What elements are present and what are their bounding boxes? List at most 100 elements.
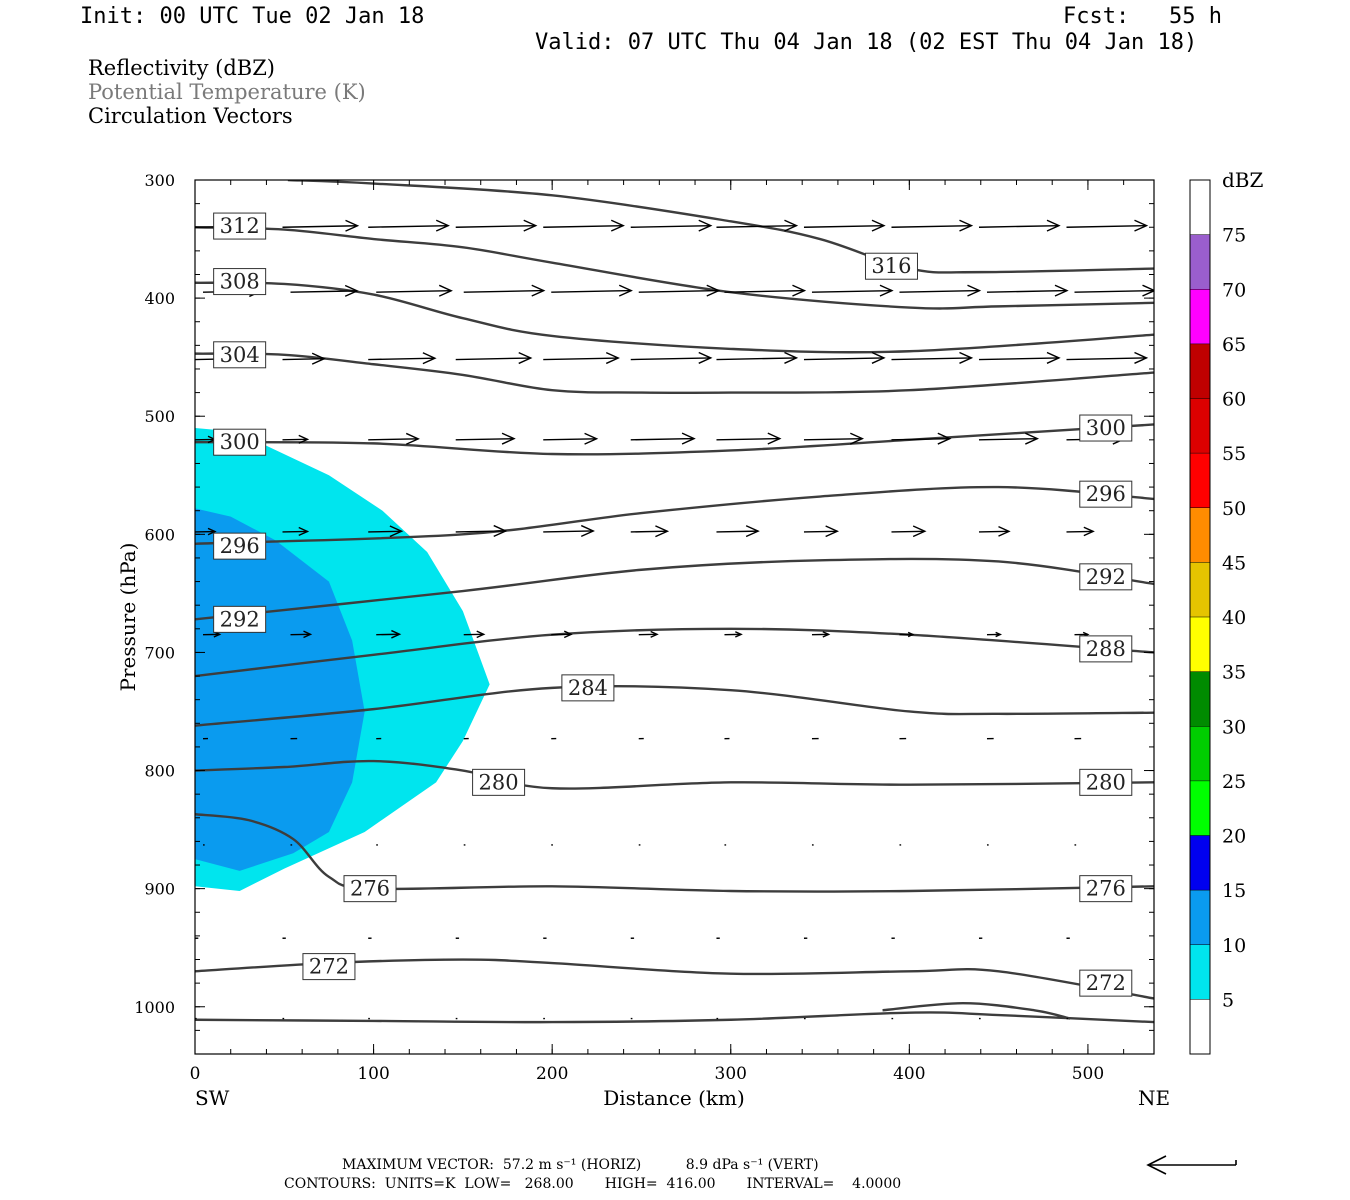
vector-head (523, 219, 538, 232)
vector-shaft (543, 224, 624, 228)
circulation-vector (543, 351, 620, 365)
circulation-vector (638, 284, 721, 297)
theta-label-box (213, 212, 267, 240)
x-tick-label: 300 (715, 1064, 747, 1084)
theta-label-text: 276 (1086, 877, 1126, 901)
vector-head (303, 630, 313, 639)
y-tick-label: 900 (144, 880, 175, 899)
vector-shaft (455, 224, 536, 228)
colorbar: 5 10 15 20 25 30 35 40 45 50 55 60 65 70 75 (1189, 179, 1246, 1055)
theta-label-box (1079, 635, 1133, 663)
theta-label-box (1079, 414, 1133, 442)
x-tick-label: 400 (893, 1064, 925, 1084)
sw-label: SW (195, 1086, 230, 1110)
circulation-vector (1074, 284, 1154, 297)
vector-head (298, 526, 310, 537)
vector-head (907, 631, 915, 638)
theta-label-text: 272 (309, 955, 349, 979)
circulation-vector (463, 630, 486, 639)
colorbar-level-label: 10 (1222, 935, 1246, 957)
theta-contour-line (195, 557, 1154, 621)
circulation-vector (891, 525, 927, 538)
theta-label-box (1079, 563, 1133, 591)
init-time: Init: 00 UTC Tue 02 Jan 18 (80, 4, 425, 29)
colorbar-swatch (1190, 671, 1210, 727)
vector-head (937, 432, 952, 445)
vector-shaft (282, 357, 325, 361)
circulation-vectors (195, 219, 1154, 1020)
legend-potential-temperature: Potential Temperature (K) (88, 80, 366, 104)
vector-head (1046, 351, 1061, 364)
theta-label-box (1079, 768, 1133, 796)
circulation-vector (630, 351, 713, 364)
vector-shaft (803, 437, 863, 441)
vector-head (698, 219, 713, 232)
theta-label-box (1079, 875, 1133, 903)
theta-contour-label: 280 (1079, 768, 1133, 796)
vector-head (1083, 526, 1095, 537)
circulation-vector (195, 527, 217, 536)
vector-shaft (1066, 224, 1147, 228)
theta-label-text: 296 (1086, 482, 1126, 506)
circulation-vector (891, 351, 974, 364)
vector-shaft (638, 289, 719, 293)
theta-label-text: 276 (350, 877, 390, 901)
vector-head (959, 351, 974, 364)
theta-contour-label: 312 (213, 212, 267, 240)
y-tick-label: 600 (144, 525, 175, 544)
theta-label-text: 292 (1086, 565, 1126, 589)
vector-head (706, 284, 721, 297)
theta-label-box (1079, 480, 1133, 508)
vector-head (1134, 351, 1149, 364)
colorbar-level-label: 55 (1222, 443, 1246, 465)
vector-head (563, 630, 573, 639)
vector-head (605, 351, 620, 365)
colorbar-swatch (1190, 617, 1210, 672)
vector-head (389, 525, 404, 538)
theta-contour-label: 292 (1079, 563, 1133, 591)
vector-head (879, 284, 894, 297)
circulation-vector (543, 524, 595, 538)
theta-label-box (213, 605, 267, 633)
vector-head (435, 219, 450, 232)
vector-head (580, 524, 595, 538)
vector-shaft (1153, 531, 1154, 532)
vector-head (298, 434, 310, 444)
circulation-vector (986, 284, 1069, 297)
vector-shaft (803, 357, 884, 361)
vector-shaft (716, 437, 780, 441)
vector-head (871, 219, 886, 232)
vector-shaft (891, 530, 925, 533)
vector-head (735, 631, 743, 638)
vector-shaft (986, 289, 1068, 293)
theta-contour-label: 280 (472, 768, 526, 796)
vector-head (531, 284, 546, 297)
vector-head (438, 284, 453, 297)
vector-head (1046, 219, 1061, 232)
plot-frame (194, 179, 1155, 1055)
vector-head (344, 284, 359, 297)
vector-head (871, 351, 886, 364)
colorbar-level-label: 50 (1222, 498, 1246, 520)
vector-shaft (1066, 357, 1147, 361)
colorbar-swatch (1190, 562, 1210, 617)
theta-contour-label: 272 (302, 953, 356, 981)
y-tick-label: 300 (144, 171, 175, 190)
vector-head (476, 630, 486, 639)
y-tick-label: 400 (144, 289, 175, 308)
vector-head (767, 432, 782, 445)
vector-head (1134, 219, 1149, 232)
vector-head (825, 525, 840, 538)
reflectivity-10dbz-area (195, 508, 365, 871)
theta-label-text: 316 (871, 254, 911, 278)
theta-label-text: 304 (220, 343, 260, 367)
colorbar-swatch (1190, 234, 1210, 290)
theta-label-box (864, 252, 918, 280)
vector-shaft (724, 289, 805, 293)
theta-label-text: 308 (220, 270, 260, 294)
theta-contour-label: 276 (1079, 875, 1133, 903)
theta-contour-label: 272 (1079, 969, 1133, 997)
theta-label-text: 296 (220, 534, 260, 558)
theta-label-box (472, 768, 526, 796)
circulation-vector (716, 525, 760, 538)
